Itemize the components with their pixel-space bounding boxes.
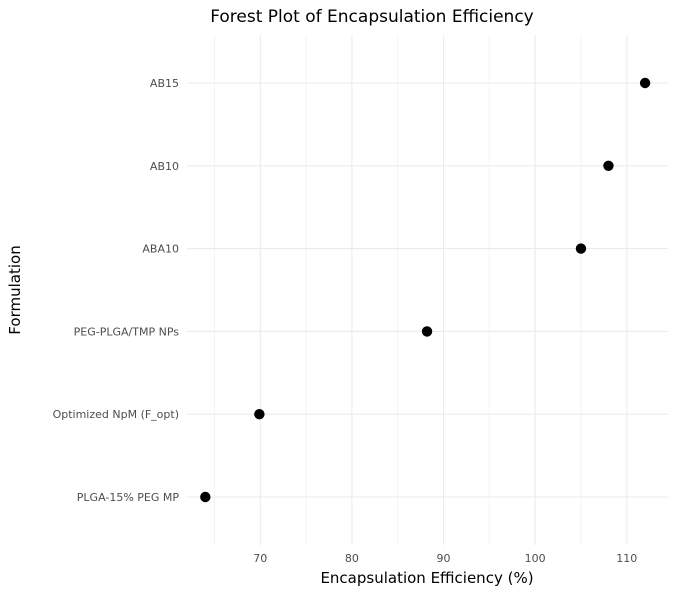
x-tick-label: 100: [525, 552, 546, 565]
data-point: [603, 160, 614, 171]
y-tick-label: AB10: [150, 160, 179, 173]
y-tick-label: PEG-PLGA/TMP NPs: [74, 325, 180, 338]
chart-title: Forest Plot of Encapsulation Efficiency: [210, 7, 534, 27]
x-tick-labels: 70 80 90 100 110: [253, 552, 637, 565]
x-tick-label: 70: [253, 552, 267, 565]
x-axis-title: Encapsulation Efficiency (%): [320, 569, 533, 587]
y-tick-label: PLGA-15% PEG MP: [77, 491, 180, 504]
data-point: [200, 491, 211, 503]
x-tick-label: 90: [437, 552, 451, 565]
data-point: [575, 243, 587, 254]
y-axis-title: Formulation: [6, 245, 24, 334]
y-tick-labels: PLGA-15% PEG MP Optimized NpM (F_opt) PEG-…: [53, 77, 180, 504]
data-point: [639, 77, 651, 89]
data-points: [200, 77, 651, 503]
x-tick-label: 80: [345, 552, 359, 565]
data-point: [421, 326, 433, 337]
y-tick-label: Optimized NpM (F_opt): [53, 408, 179, 421]
y-tick-label: ABA10: [142, 243, 179, 256]
grid: [187, 35, 668, 545]
y-tick-label: AB15: [150, 77, 179, 90]
x-tick-label: 110: [616, 552, 637, 565]
data-point: [254, 409, 265, 420]
